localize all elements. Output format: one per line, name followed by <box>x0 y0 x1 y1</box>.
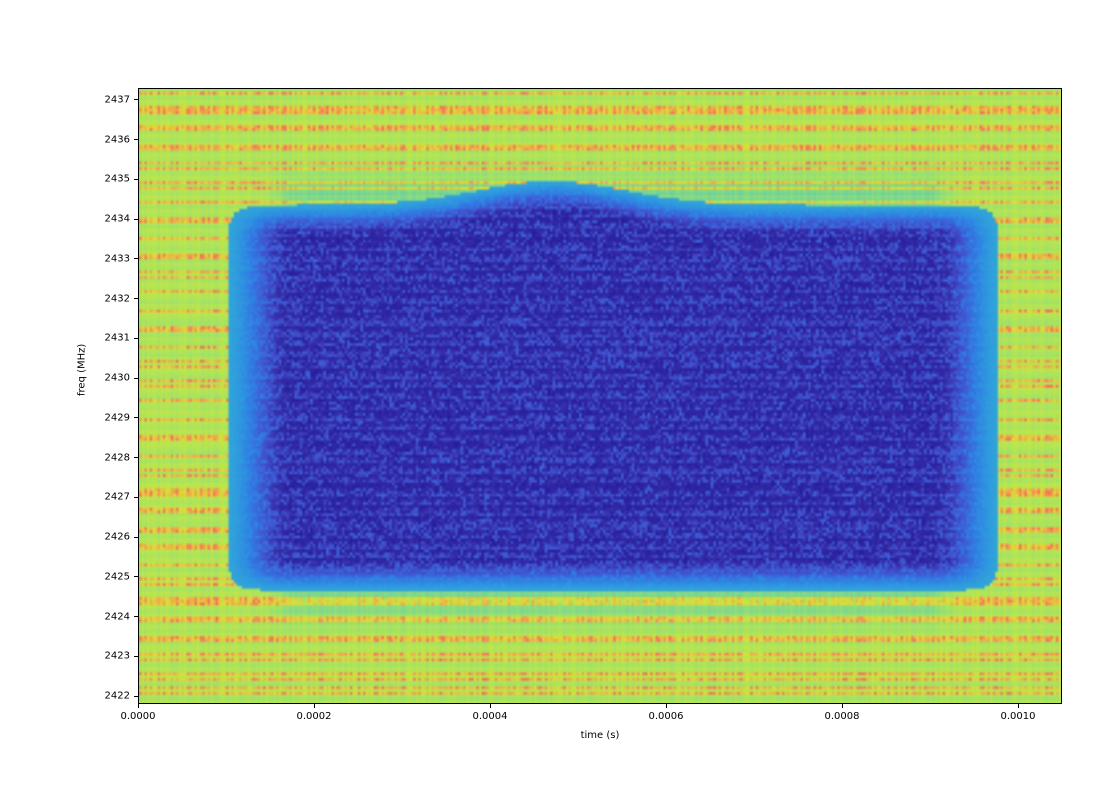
y-tick-label: 2435 <box>105 174 130 185</box>
y-tick-label: 2427 <box>105 492 130 503</box>
y-tick-label: 2426 <box>105 532 130 543</box>
spectrogram-heatmap <box>139 89 1061 703</box>
y-tick-label: 2422 <box>105 691 130 702</box>
y-tick-label: 2431 <box>105 333 130 344</box>
y-tick-label: 2437 <box>105 94 130 105</box>
y-tick-mark <box>134 497 138 498</box>
y-tick-label: 2424 <box>105 611 130 622</box>
spectrogram-plot-area <box>138 88 1062 704</box>
y-tick-label: 2432 <box>105 293 130 304</box>
y-tick-label: 2425 <box>105 571 130 582</box>
y-tick-mark <box>134 616 138 617</box>
x-axis-label: time (s) <box>581 730 620 741</box>
y-tick-mark <box>134 338 138 339</box>
y-tick-mark <box>134 258 138 259</box>
figure-root: time (s) freq (MHz) 0.0000 0.0002 0.0004 0.… <box>0 0 1100 800</box>
x-tick-label: 0.0002 <box>297 711 332 722</box>
x-tick-label: 0.0004 <box>473 711 508 722</box>
x-tick-label: 0.0008 <box>825 711 860 722</box>
x-tick-label: 0.0006 <box>649 711 684 722</box>
y-tick-label: 2428 <box>105 452 130 463</box>
y-tick-mark <box>134 417 138 418</box>
y-tick-mark <box>134 179 138 180</box>
y-tick-mark <box>134 696 138 697</box>
y-tick-label: 2430 <box>105 373 130 384</box>
y-tick-label: 2434 <box>105 214 130 225</box>
y-tick-mark <box>134 378 138 379</box>
y-tick-label: 2433 <box>105 253 130 264</box>
y-tick-mark <box>134 576 138 577</box>
x-tick-mark <box>490 704 491 708</box>
y-tick-label: 2429 <box>105 412 130 423</box>
x-tick-label: 0.0000 <box>121 711 156 722</box>
x-tick-mark <box>666 704 667 708</box>
y-tick-label: 2423 <box>105 651 130 662</box>
x-tick-mark <box>842 704 843 708</box>
x-tick-label: 0.0010 <box>1001 711 1036 722</box>
y-tick-label: 2436 <box>105 134 130 145</box>
y-tick-mark <box>134 298 138 299</box>
y-tick-mark <box>134 656 138 657</box>
y-tick-mark <box>134 457 138 458</box>
x-tick-mark <box>138 704 139 708</box>
y-axis-label: freq (MHz) <box>77 344 88 396</box>
y-tick-mark <box>134 139 138 140</box>
x-tick-mark <box>1018 704 1019 708</box>
x-tick-mark <box>314 704 315 708</box>
y-tick-mark <box>134 99 138 100</box>
y-tick-mark <box>134 537 138 538</box>
y-tick-mark <box>134 219 138 220</box>
